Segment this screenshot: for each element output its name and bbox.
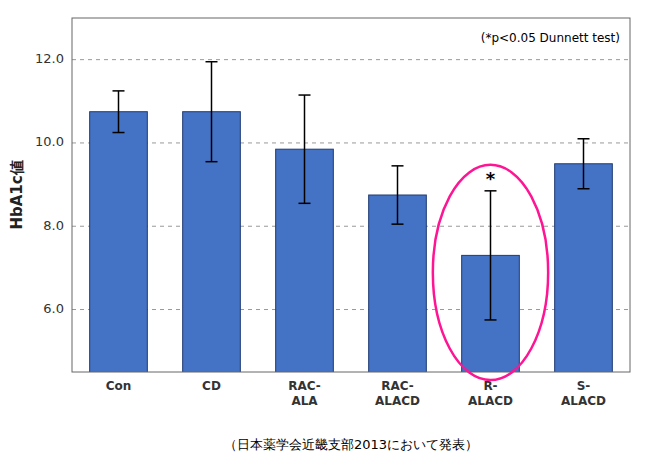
y-tick-label: 10.0 [35,134,64,149]
highlight-ellipse [433,165,548,380]
x-tick-label: Con [106,379,132,393]
grid-line [72,142,630,143]
error-bar [299,95,311,203]
y-tick-label: 8.0 [43,218,64,233]
grid-line [72,226,630,227]
annotation: (*p<0.05 Dunnett test) [481,31,620,45]
error-bar [578,139,590,189]
grid-line [72,59,630,60]
plot-frame [72,18,630,372]
x-tick-label: CD [202,379,221,393]
significance-star: * [486,168,496,189]
error-bar [485,191,497,320]
error-bar [392,166,404,224]
footer: （日本薬学会近畿支部2013において発表） [224,437,478,452]
bar [90,112,148,372]
chart: 6.0 8.0 10.0 12.0 Con CD RAC-ALA RAC-ALACD R-ALA… [0,0,650,459]
grid-line [72,309,630,310]
x-tick-label: RAC-ALA [288,379,321,408]
x-tick-label: R-ALACD [468,379,513,408]
x-tick-label: S-ALACD [561,379,606,408]
error-bar [113,91,125,133]
y-tick-label: 12.0 [35,51,64,66]
error-bar [206,62,218,162]
y-tick-label: 6.0 [43,301,64,316]
bar [555,164,613,372]
y-axis-label: HbA1c値 [8,160,26,229]
x-tick-label: RAC-ALACD [375,379,420,408]
plot-area [90,62,613,372]
